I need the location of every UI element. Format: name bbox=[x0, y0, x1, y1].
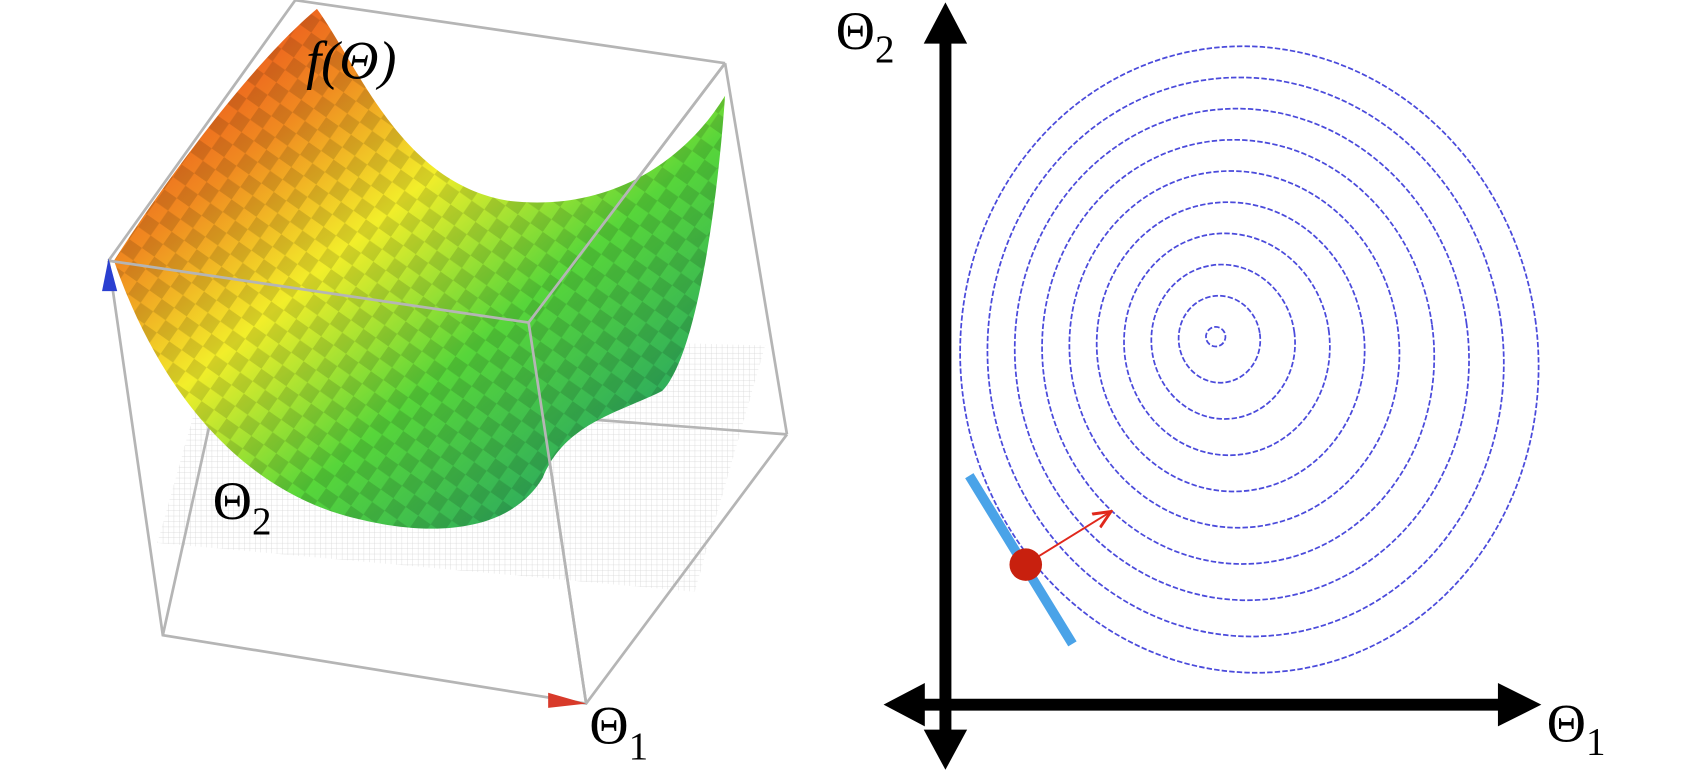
axis-marker-red bbox=[548, 692, 587, 708]
contour-plot: Θ2 Θ1 bbox=[836, 1, 1606, 770]
axis-label: Θ2 bbox=[836, 1, 895, 71]
surface-label: f(Θ) bbox=[306, 30, 396, 90]
contour-line bbox=[1068, 170, 1401, 529]
axis-symbol: Θ bbox=[836, 1, 875, 61]
contour-line bbox=[1177, 294, 1262, 384]
contour-line bbox=[1150, 263, 1296, 420]
x-arrow-right bbox=[1497, 682, 1542, 727]
x-arrow-left bbox=[883, 682, 925, 727]
axis-symbol: Θ bbox=[213, 471, 252, 531]
axis-label: Θ2 bbox=[213, 471, 272, 543]
axis-subscript: 1 bbox=[1586, 721, 1606, 764]
contours bbox=[959, 45, 1540, 674]
gradient-arrow bbox=[1026, 513, 1109, 565]
surface-plot: f(Θ) Θ2 Θ1 bbox=[102, 0, 789, 768]
contour-line bbox=[986, 76, 1505, 638]
axis-subscript: 2 bbox=[252, 500, 272, 543]
contour-line bbox=[1095, 201, 1366, 493]
axis-label: Θ1 bbox=[1547, 694, 1606, 764]
axis-marker-blue bbox=[102, 258, 118, 292]
y-arrow-down bbox=[923, 729, 968, 770]
axis-symbol: Θ bbox=[1547, 694, 1586, 754]
axis-subscript: 2 bbox=[875, 28, 895, 71]
axis-subscript: 1 bbox=[629, 725, 649, 768]
contour-line bbox=[1205, 326, 1227, 348]
box-front bbox=[108, 62, 727, 704]
contour-line bbox=[959, 45, 1540, 674]
contour-line bbox=[1013, 107, 1470, 602]
contour-line bbox=[1123, 232, 1331, 457]
current-point bbox=[1009, 548, 1043, 581]
axis-symbol: Θ bbox=[589, 696, 628, 756]
surface-checker bbox=[113, 8, 726, 529]
axis-label: Θ1 bbox=[589, 696, 648, 768]
y-arrow-up bbox=[923, 2, 968, 44]
contour-line bbox=[1041, 138, 1436, 565]
